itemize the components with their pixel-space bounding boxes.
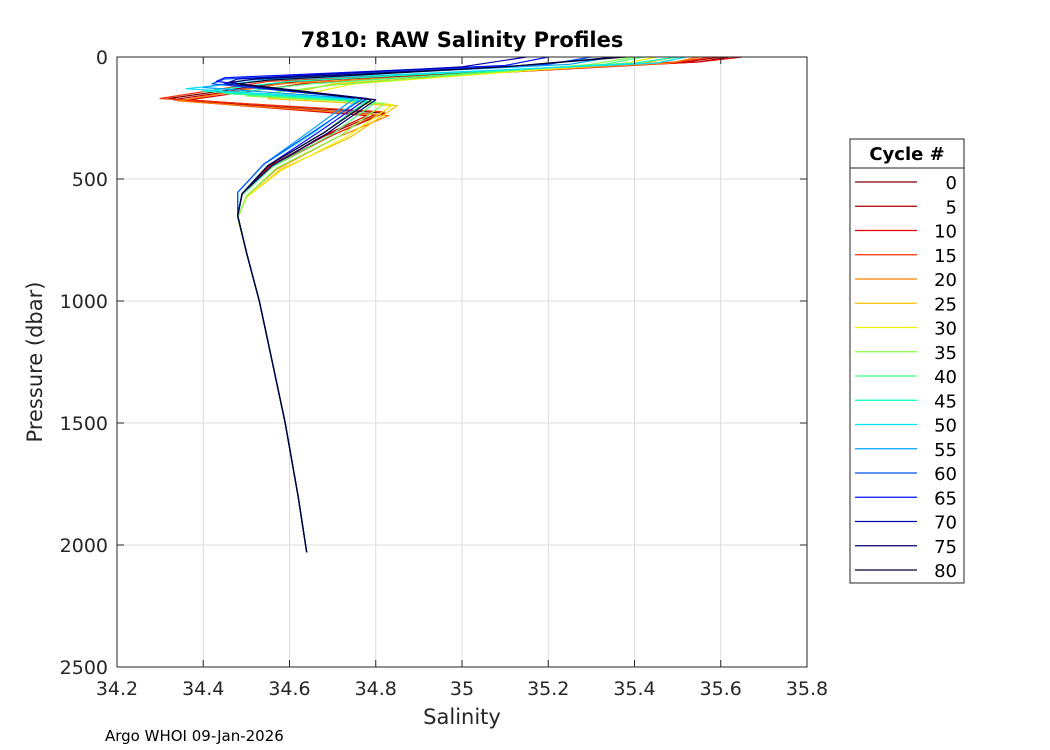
legend-label: 75 [934, 537, 957, 558]
grid-lines [116, 56, 808, 668]
y-tick-label: 0 [96, 47, 108, 69]
legend: Cycle # 0 5 10 15 20 25 30 35 40 45 50 55 60 65 70 75 80 [849, 138, 965, 584]
x-tick-label: 35.6 [700, 678, 742, 700]
series-line-cycle-80 [237, 56, 626, 553]
legend-label: 15 [934, 246, 957, 267]
y-axis-label: Pressure (dbar) [23, 282, 47, 443]
x-tick-label: 34.2 [96, 678, 138, 700]
legend-label: 10 [934, 222, 957, 243]
chart-title: 7810: RAW Salinity Profiles [301, 28, 624, 52]
y-axis-ticks: 0 500 1000 1500 2000 2500 [60, 47, 807, 679]
legend-label: 0 [946, 173, 957, 194]
y-tick-label: 2500 [60, 657, 108, 679]
legend-label: 5 [946, 197, 957, 218]
legend-title: Cycle # [869, 144, 944, 165]
legend-label: 70 [934, 513, 957, 534]
x-tick-label: 35 [450, 678, 474, 700]
y-tick-label: 500 [72, 169, 108, 191]
y-tick-label: 1500 [60, 413, 108, 435]
legend-box [849, 138, 965, 584]
x-tick-label: 34.8 [355, 678, 397, 700]
legend-items: 0 5 10 15 20 25 30 35 40 45 50 55 60 65 70 75 80 [855, 173, 957, 582]
legend-label: 65 [934, 488, 957, 509]
y-tick-label: 2000 [60, 535, 108, 557]
legend-label: 80 [934, 561, 957, 582]
legend-label: 50 [934, 416, 957, 437]
x-tick-label: 35.2 [527, 678, 569, 700]
x-tick-label: 34.6 [268, 678, 310, 700]
legend-label: 35 [934, 343, 957, 364]
x-tick-label: 34.4 [182, 678, 224, 700]
x-axis-ticks: 34.2 34.4 34.6 34.8 35 35.2 35.4 35.6 35.8 [96, 57, 828, 700]
legend-label: 25 [934, 294, 957, 315]
legend-label: 45 [934, 391, 957, 412]
x-tick-label: 35.4 [613, 678, 655, 700]
legend-label: 30 [934, 319, 957, 340]
x-axis-label: Salinity [423, 705, 501, 729]
legend-label: 60 [934, 464, 957, 485]
legend-label: 40 [934, 367, 957, 388]
y-tick-label: 1000 [60, 291, 108, 313]
series-lines [159, 56, 743, 553]
footer-text: Argo WHOI 09-Jan-2026 [105, 727, 284, 745]
legend-label: 20 [934, 270, 957, 291]
legend-label: 55 [934, 440, 957, 461]
x-tick-label: 35.8 [786, 678, 828, 700]
